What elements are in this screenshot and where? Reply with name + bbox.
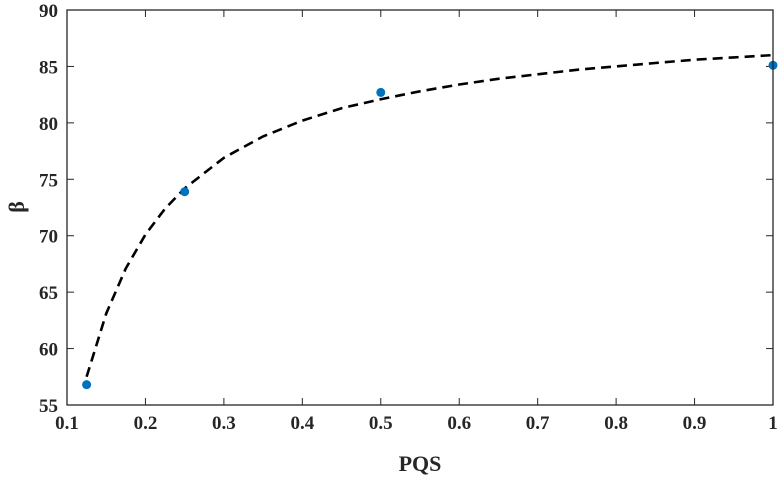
- data-point: [376, 87, 386, 97]
- x-axis-title: PQS: [399, 451, 442, 476]
- plot-area: [67, 10, 773, 405]
- data-point: [82, 380, 92, 390]
- y-tick-label: 55: [39, 396, 58, 417]
- y-tick-label: 75: [39, 170, 58, 191]
- ticks-layer: 0.1 0.2 0.3 0.4 0.5 0.6 0.7 0.8 0.9 1 55 60 65 70 75 80…: [39, 1, 778, 434]
- fit-curve: [85, 53, 774, 378]
- y-tick-label: 70: [39, 227, 58, 248]
- x-tick-label: 1: [768, 413, 778, 434]
- series-layer: [82, 53, 778, 390]
- x-tick-label: 0.7: [526, 413, 550, 434]
- x-tick-label: 0.8: [604, 413, 628, 434]
- x-tick-label: 0.4: [290, 413, 314, 434]
- plot-frame: [66, 9, 774, 406]
- x-tick-label: 0.9: [683, 413, 707, 434]
- y-tick-label: 80: [39, 114, 58, 135]
- x-tick-label: 0.1: [55, 413, 79, 434]
- x-tick-label: 0.5: [369, 413, 393, 434]
- y-tick-label: 90: [39, 1, 58, 22]
- x-tick-label: 0.2: [134, 413, 158, 434]
- y-axis-title: β: [4, 201, 29, 213]
- y-tick-label: 65: [39, 283, 58, 304]
- y-tick-label: 85: [39, 57, 58, 78]
- x-tick-label: 0.3: [212, 413, 236, 434]
- data-point: [180, 187, 190, 197]
- y-tick-label: 60: [39, 340, 58, 361]
- x-tick-label: 0.6: [447, 413, 471, 434]
